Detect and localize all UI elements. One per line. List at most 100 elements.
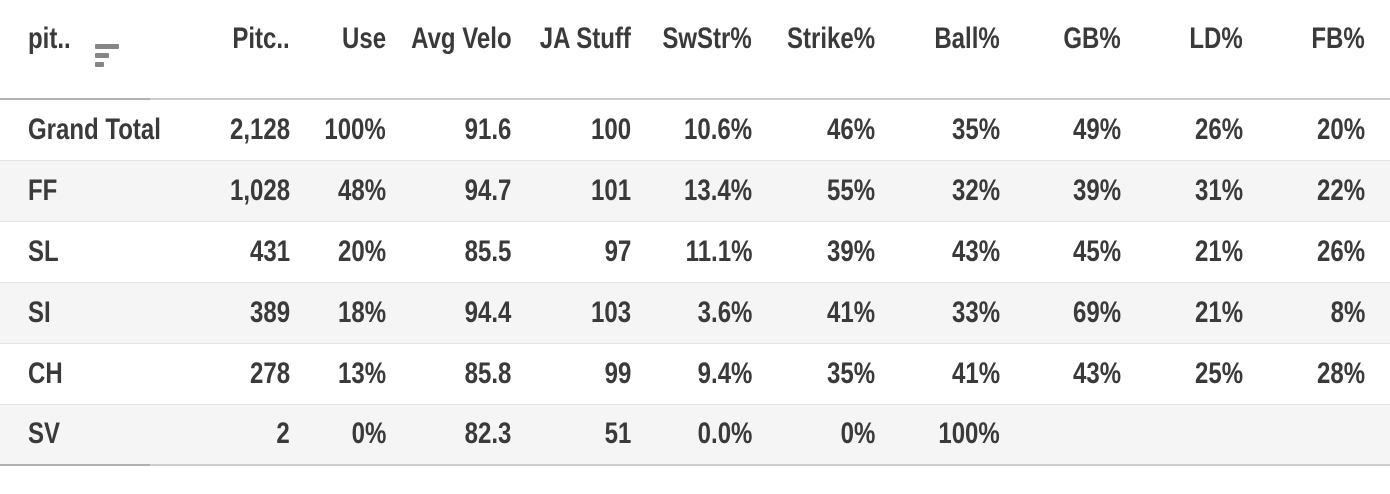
column-header-fb-pct[interactable]: FB%	[1243, 0, 1390, 100]
cell-pitch-type: SV	[0, 404, 150, 466]
cell-value: 28%	[1316, 356, 1365, 390]
cell-pitch-type: SI	[0, 282, 150, 344]
cell-value: 48%	[337, 173, 386, 207]
cell-pitch-type: FF	[0, 160, 150, 222]
cell-ja-stuff: 51	[511, 404, 631, 466]
column-header-label: Strike%	[786, 22, 875, 55]
cell-value: 100	[590, 112, 631, 146]
cell-value: Grand Total	[28, 112, 161, 146]
sort-bar	[95, 53, 110, 58]
crosstab-view: pit.. Pitc.. Use Avg Velo JA Stuff SwStr…	[0, 0, 1390, 466]
cell-fb-pct: 28%	[1243, 343, 1390, 405]
column-header-label: Ball%	[934, 22, 1000, 55]
cell-value: 91.6	[464, 112, 511, 146]
cell-value: 41%	[826, 295, 875, 329]
cell-swstr-pct: 13.4%	[631, 160, 752, 222]
column-header-swstr-pct[interactable]: SwStr%	[631, 0, 752, 100]
cell-value: 41%	[951, 356, 1000, 390]
cell-value: 85.5	[464, 234, 511, 268]
cell-value: 2,128	[229, 112, 290, 146]
table-row-ch: CH 278 13% 85.8 99 9.4% 35% 41% 43% 25% …	[0, 343, 1390, 405]
sort-descending-icon[interactable]	[95, 44, 120, 67]
cell-value: 26%	[1194, 112, 1243, 146]
column-header-pitch-type[interactable]: pit..	[0, 0, 150, 100]
cell-pitch-count: 431	[150, 221, 290, 283]
cell-pitch-count: 2	[150, 404, 290, 466]
cell-value: 26%	[1316, 234, 1365, 268]
cell-value: 69%	[1072, 295, 1121, 329]
cell-use: 13%	[290, 343, 386, 405]
cell-pitch-count: 1,028	[150, 160, 290, 222]
cell-ball-pct: 35%	[875, 99, 1000, 161]
pitch-stats-table: pit.. Pitc.. Use Avg Velo JA Stuff SwStr…	[0, 0, 1390, 466]
cell-strike-pct: 55%	[752, 160, 875, 222]
column-header-pitch-count[interactable]: Pitc..	[150, 0, 290, 100]
cell-value: 21%	[1194, 295, 1243, 329]
cell-fb-pct: 20%	[1243, 99, 1390, 161]
cell-value: 82.3	[464, 417, 511, 451]
cell-avg-velo: 91.6	[386, 99, 511, 161]
cell-strike-pct: 46%	[752, 99, 875, 161]
cell-value: 103	[590, 295, 631, 329]
cell-ld-pct: 21%	[1121, 282, 1243, 344]
table-row-ff: FF 1,028 48% 94.7 101 13.4% 55% 32% 39% …	[0, 160, 1390, 222]
cell-use: 48%	[290, 160, 386, 222]
cell-value: 0.0%	[697, 417, 752, 451]
cell-value: 22%	[1316, 173, 1365, 207]
cell-gb-pct	[1000, 404, 1121, 466]
cell-strike-pct: 39%	[752, 221, 875, 283]
column-header-gb-pct[interactable]: GB%	[1000, 0, 1121, 100]
cell-value: 25%	[1194, 356, 1243, 390]
cell-value: 55%	[826, 173, 875, 207]
column-header-use[interactable]: Use	[290, 0, 386, 100]
cell-swstr-pct: 10.6%	[631, 99, 752, 161]
cell-value: 1,028	[229, 173, 290, 207]
cell-value: 389	[249, 295, 290, 329]
cell-ld-pct: 26%	[1121, 99, 1243, 161]
column-header-ja-stuff[interactable]: JA Stuff	[511, 0, 631, 100]
column-header-label: SwStr%	[662, 22, 752, 55]
cell-value: 51	[604, 417, 631, 451]
cell-value: 99	[604, 356, 631, 390]
cell-fb-pct	[1243, 404, 1390, 466]
cell-swstr-pct: 0.0%	[631, 404, 752, 466]
cell-value: 31%	[1194, 173, 1243, 207]
cell-value: 94.7	[464, 173, 511, 207]
cell-avg-velo: 85.8	[386, 343, 511, 405]
cell-fb-pct: 8%	[1243, 282, 1390, 344]
cell-ja-stuff: 100	[511, 99, 631, 161]
cell-ja-stuff: 103	[511, 282, 631, 344]
column-header-avg-velo[interactable]: Avg Velo	[386, 0, 512, 100]
column-header-strike-pct[interactable]: Strike%	[752, 0, 875, 100]
table-row-si: SI 389 18% 94.4 103 3.6% 41% 33% 69% 21%…	[0, 282, 1390, 344]
cell-value: SI	[28, 295, 51, 329]
cell-value: 3.6%	[697, 295, 752, 329]
cell-value: 33%	[951, 295, 1000, 329]
column-header-label: GB%	[1063, 22, 1121, 55]
cell-use: 0%	[290, 404, 386, 466]
cell-value: 35%	[826, 356, 875, 390]
cell-value: 39%	[1072, 173, 1121, 207]
cell-value: 49%	[1072, 112, 1121, 146]
cell-pitch-count: 389	[150, 282, 290, 344]
column-header-ld-pct[interactable]: LD%	[1121, 0, 1243, 100]
cell-pitch-count: 278	[150, 343, 290, 405]
cell-swstr-pct: 9.4%	[631, 343, 752, 405]
column-header-ball-pct[interactable]: Ball%	[875, 0, 1000, 100]
table-row-sl: SL 431 20% 85.5 97 11.1% 39% 43% 45% 21%…	[0, 221, 1390, 283]
table-row-grand-total: Grand Total 2,128 100% 91.6 100 10.6% 46…	[0, 99, 1390, 161]
cell-value: 0%	[351, 417, 386, 451]
cell-avg-velo: 94.7	[386, 160, 511, 222]
cell-value: 18%	[337, 295, 386, 329]
cell-value: 11.1%	[685, 234, 752, 268]
cell-value: CH	[28, 356, 63, 390]
cell-value: 9.4%	[697, 356, 752, 390]
cell-ja-stuff: 99	[511, 343, 631, 405]
cell-ball-pct: 41%	[875, 343, 1000, 405]
column-header-label: Avg Velo	[411, 22, 512, 55]
cell-value: 10.6%	[683, 112, 752, 146]
column-header-label: Use	[341, 22, 386, 55]
column-header-label: Pitc..	[232, 22, 290, 55]
cell-use: 20%	[290, 221, 386, 283]
cell-strike-pct: 41%	[752, 282, 875, 344]
